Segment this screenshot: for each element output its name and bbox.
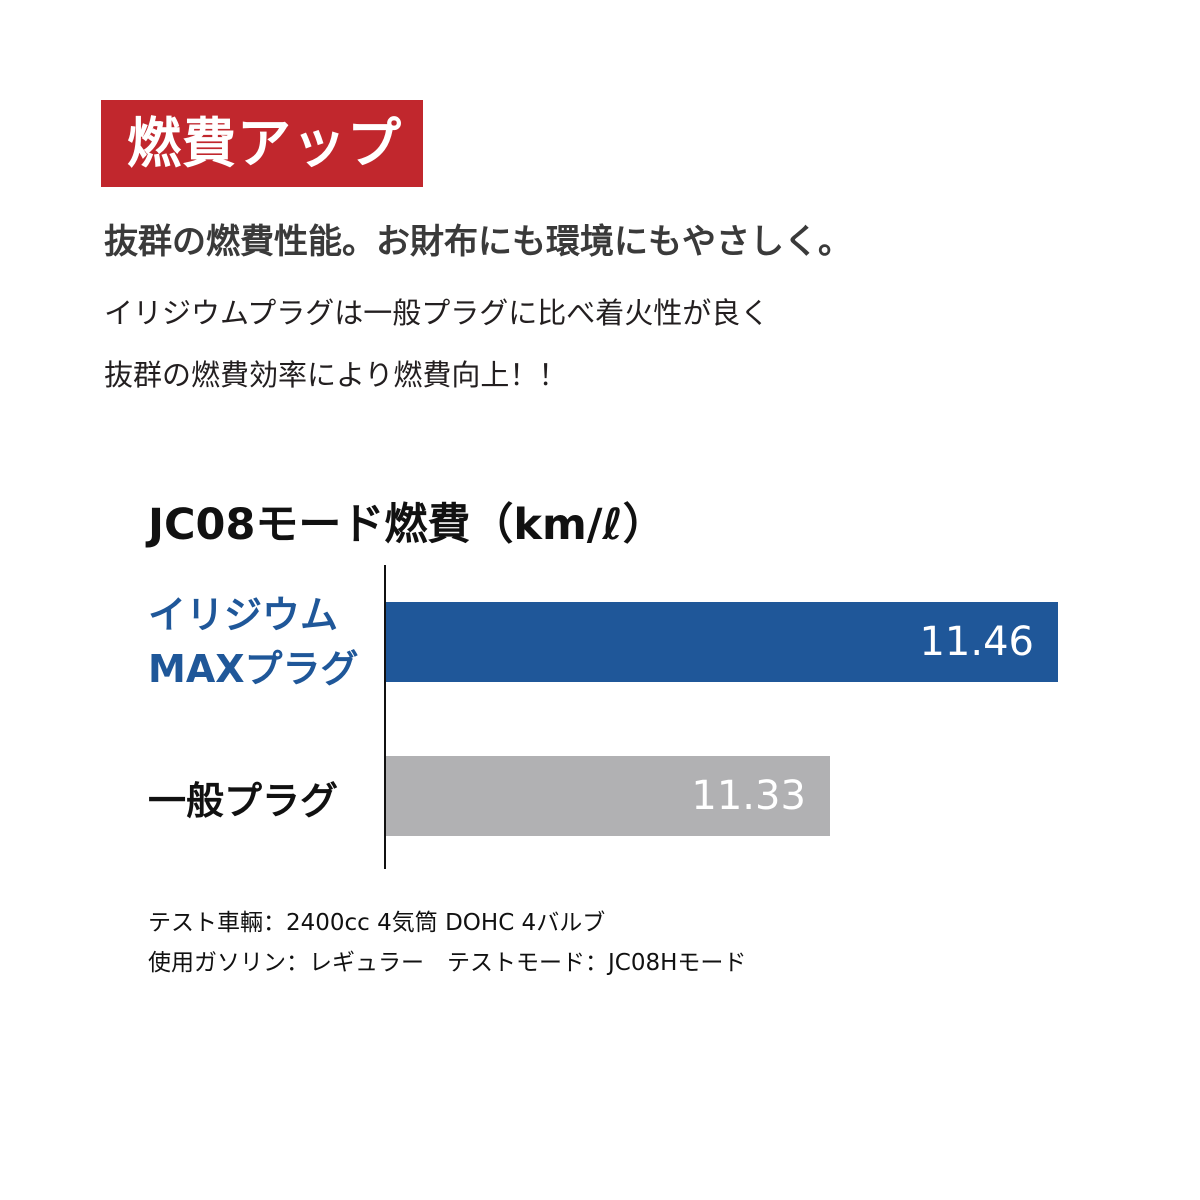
category-label-line: MAXプラグ [148,647,359,691]
chart-title: JC08モード燃費（km/ℓ） [148,500,666,550]
body-line-1: イリジウムプラグは一般プラグに比べ着火性が良く [104,296,770,330]
test-note-1: テスト車輛：2400cc 4気筒 DOHC 4バルブ [148,910,606,936]
category-label-line: イリジウム [148,593,339,637]
bar-value-label: 11.46 [919,619,1034,665]
test-note-2: 使用ガソリン：レギュラー テストモード：JC08Hモード [148,950,747,976]
body-line-2: 抜群の燃費効率により燃費向上！！ [104,358,568,392]
y-axis-line [384,565,386,869]
category-label-line: 一般プラグ [148,779,339,823]
bar-iridium-max: 11.46 [386,602,1058,682]
headline: 抜群の燃費性能。お財布にも環境にもやさしく。 [104,222,852,262]
category-label-standard: 一般プラグ [148,774,338,828]
category-label-iridium: イリジウム MAXプラグ [148,588,359,696]
bar-standard-plug: 11.33 [386,756,830,836]
bar-value-label: 11.33 [691,773,806,819]
feature-badge: 燃費アップ [101,100,423,187]
